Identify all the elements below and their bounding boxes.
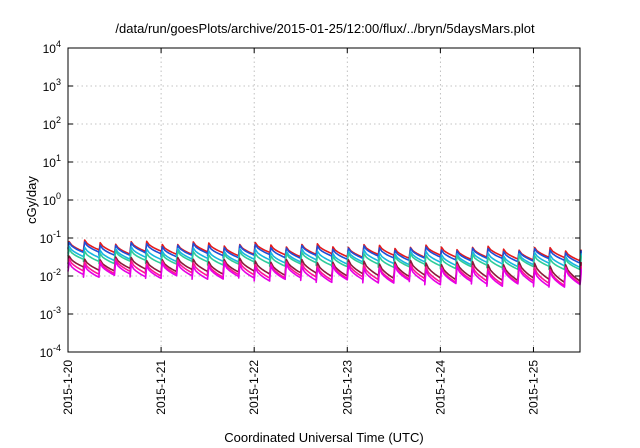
y-tick-label: 100 [43,191,61,208]
y-tick-label: 10-3 [40,305,61,322]
y-tick-label: 101 [43,153,61,170]
grid [68,48,580,352]
x-tick-label: 2015-1-21 [154,360,168,415]
x-tick-label: 2015-1-25 [526,360,540,415]
x-tick-label: 2015-1-20 [61,360,75,415]
y-tick-label: 103 [43,77,61,94]
x-tick-label: 2015-1-23 [340,360,354,415]
y-tick-label: 10-1 [40,229,61,246]
y-tick-label: 10-4 [40,343,61,360]
y-axis-label: cGy/day [24,176,39,224]
x-tick-label: 2015-1-22 [247,360,261,415]
x-axis: 2015-1-20 2015-1-21 2015-1-22 2015-1-23 2015… [61,48,540,415]
series-line-7 [67,261,582,288]
y-axis: 10-4 10-3 10-2 10-1 100 101 102 103 104 [40,39,580,360]
y-tick-label: 10-2 [40,267,61,284]
series-line-4 [67,248,582,271]
y-tick-label: 104 [43,39,61,56]
chart-title: /data/run/goesPlots/archive/2015-01-25/1… [115,21,535,36]
x-tick-label: 2015-1-24 [433,360,447,415]
x-axis-label: Coordinated Universal Time (UTC) [224,430,423,445]
y-tick-label: 102 [43,115,61,132]
series-group [67,239,582,288]
